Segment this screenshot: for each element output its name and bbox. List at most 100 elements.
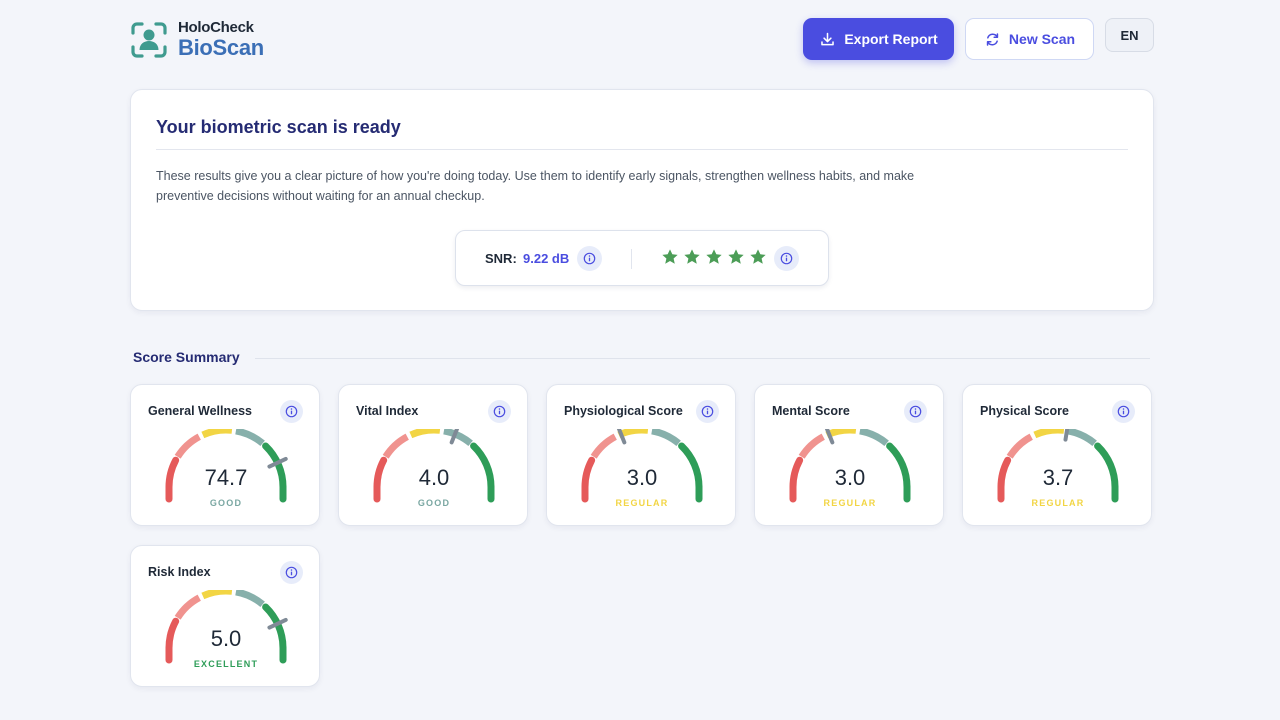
gauge-segment bbox=[174, 433, 202, 459]
refresh-icon bbox=[986, 32, 999, 46]
app-header: HoloCheck BioScan Export Report New Scan… bbox=[130, 18, 1154, 62]
score-info-button[interactable] bbox=[280, 561, 303, 584]
gauge-segment bbox=[201, 429, 233, 439]
score-card-title: Physiological Score bbox=[564, 404, 683, 418]
score-gauge bbox=[165, 590, 288, 664]
gauge-segment bbox=[651, 429, 681, 447]
info-icon bbox=[285, 405, 298, 418]
section-divider bbox=[255, 358, 1150, 359]
score-status: GOOD bbox=[209, 498, 243, 508]
score-value: 3.0 bbox=[834, 465, 866, 490]
new-scan-button[interactable]: New Scan bbox=[965, 18, 1094, 60]
gauge-segment bbox=[859, 429, 889, 447]
star-icon bbox=[750, 249, 766, 264]
snr-info-button[interactable] bbox=[577, 246, 602, 271]
score-summary-heading: Score Summary bbox=[133, 349, 240, 365]
score-gauge bbox=[373, 429, 495, 503]
score-status: GOOD bbox=[417, 498, 451, 508]
score-gauge bbox=[997, 429, 1119, 503]
info-icon bbox=[493, 405, 506, 418]
export-report-button[interactable]: Export Report bbox=[803, 18, 954, 60]
gauge-segment bbox=[886, 442, 911, 491]
snr-label: SNR: bbox=[485, 251, 517, 266]
quality-info-button[interactable] bbox=[774, 246, 799, 271]
gauge-segment bbox=[443, 429, 473, 447]
score-info-button[interactable] bbox=[488, 400, 511, 423]
score-card: Risk Index 5.0 EXCELLENT bbox=[130, 545, 320, 687]
info-icon bbox=[1117, 405, 1130, 418]
score-value: 5.0 bbox=[210, 626, 242, 651]
gauge-segment bbox=[1094, 442, 1119, 491]
score-status: REGULAR bbox=[615, 498, 669, 508]
export-report-label: Export Report bbox=[844, 31, 938, 47]
panel-divider bbox=[631, 249, 632, 269]
gauge-segment bbox=[678, 442, 703, 491]
score-value: 4.0 bbox=[418, 465, 450, 490]
score-card-title: Mental Score bbox=[772, 404, 850, 418]
scan-ready-title: Your biometric scan is ready bbox=[156, 117, 401, 137]
star-icon bbox=[706, 249, 722, 264]
score-card-title: Physical Score bbox=[980, 404, 1069, 418]
score-value: 3.0 bbox=[626, 465, 658, 490]
score-card-title: Risk Index bbox=[148, 565, 211, 579]
score-gauge bbox=[165, 429, 288, 503]
gauge-segment bbox=[1067, 429, 1097, 447]
score-info-button[interactable] bbox=[696, 400, 719, 423]
gauge-segment bbox=[174, 594, 202, 620]
gauge-segment bbox=[201, 590, 233, 600]
language-selector[interactable]: EN bbox=[1105, 18, 1154, 52]
score-gauge bbox=[581, 429, 703, 503]
signal-quality-panel: SNR: 9.22 dB bbox=[455, 230, 829, 286]
snr-value: 9.22 dB bbox=[523, 251, 570, 266]
score-value: 3.7 bbox=[1042, 465, 1074, 490]
score-status: REGULAR bbox=[1031, 498, 1085, 508]
info-icon bbox=[701, 405, 714, 418]
gauge-needle bbox=[616, 429, 627, 445]
score-info-button[interactable] bbox=[1112, 400, 1135, 423]
score-card: General Wellness 74.7 GOOD bbox=[130, 384, 320, 526]
star-icon bbox=[728, 249, 744, 264]
score-value: 74.7 bbox=[204, 465, 248, 490]
info-icon bbox=[909, 405, 922, 418]
gauge-segment bbox=[382, 433, 410, 459]
gauge-needle bbox=[824, 429, 835, 445]
gauge-needle bbox=[267, 456, 288, 469]
gauge-segment bbox=[409, 429, 441, 439]
score-card: Physical Score 3.7 REGULAR bbox=[962, 384, 1152, 526]
score-card-title: General Wellness bbox=[148, 404, 252, 418]
score-card-title: Vital Index bbox=[356, 404, 419, 418]
brand-product: BioScan bbox=[178, 35, 264, 60]
gauge-segment bbox=[590, 433, 618, 459]
new-scan-label: New Scan bbox=[1008, 31, 1076, 47]
gauge-needle bbox=[1063, 429, 1070, 442]
brand-name: HoloCheck bbox=[178, 19, 254, 36]
gauge-segment bbox=[262, 603, 287, 652]
info-icon bbox=[285, 566, 298, 579]
gauge-segment bbox=[262, 442, 287, 491]
scan-ready-description: These results give you a clear picture o… bbox=[156, 169, 915, 203]
gauge-segment bbox=[235, 429, 265, 447]
score-gauge bbox=[789, 429, 911, 503]
score-info-button[interactable] bbox=[904, 400, 927, 423]
score-status: EXCELLENT bbox=[193, 659, 259, 669]
divider bbox=[156, 149, 1128, 150]
score-info-button[interactable] bbox=[280, 400, 303, 423]
download-icon bbox=[821, 32, 835, 45]
score-card: Vital Index 4.0 GOOD bbox=[338, 384, 528, 526]
star-icon bbox=[662, 249, 678, 264]
quality-stars bbox=[661, 248, 771, 266]
score-card: Physiological Score 3.0 REGULAR bbox=[546, 384, 736, 526]
brand-logo[interactable]: HoloCheck BioScan bbox=[130, 20, 264, 59]
info-icon bbox=[780, 252, 793, 265]
gauge-segment bbox=[470, 442, 495, 491]
scan-ready-card: Your biometric scan is ready These resul… bbox=[130, 89, 1154, 311]
info-icon bbox=[583, 252, 596, 265]
gauge-segment bbox=[1033, 429, 1065, 439]
gauge-segment bbox=[1006, 433, 1034, 459]
gauge-segment bbox=[235, 590, 265, 608]
score-card: Mental Score 3.0 REGULAR bbox=[754, 384, 944, 526]
star-icon bbox=[684, 249, 700, 264]
gauge-needle bbox=[449, 429, 460, 445]
gauge-segment bbox=[798, 433, 826, 459]
score-status: REGULAR bbox=[823, 498, 877, 508]
